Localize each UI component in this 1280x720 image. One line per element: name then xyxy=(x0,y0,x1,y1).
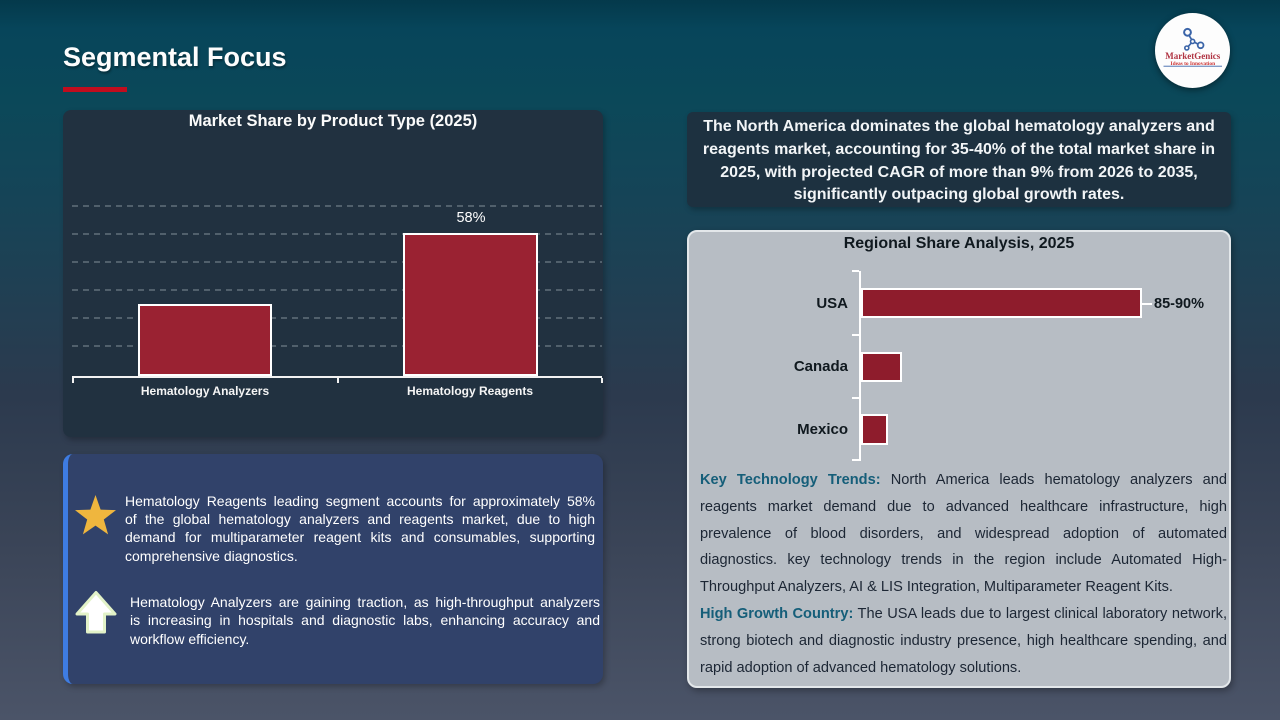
svg-text:MarketGenics: MarketGenics xyxy=(1165,50,1220,60)
svg-text:Ideas to Innovation: Ideas to Innovation xyxy=(1170,60,1215,66)
